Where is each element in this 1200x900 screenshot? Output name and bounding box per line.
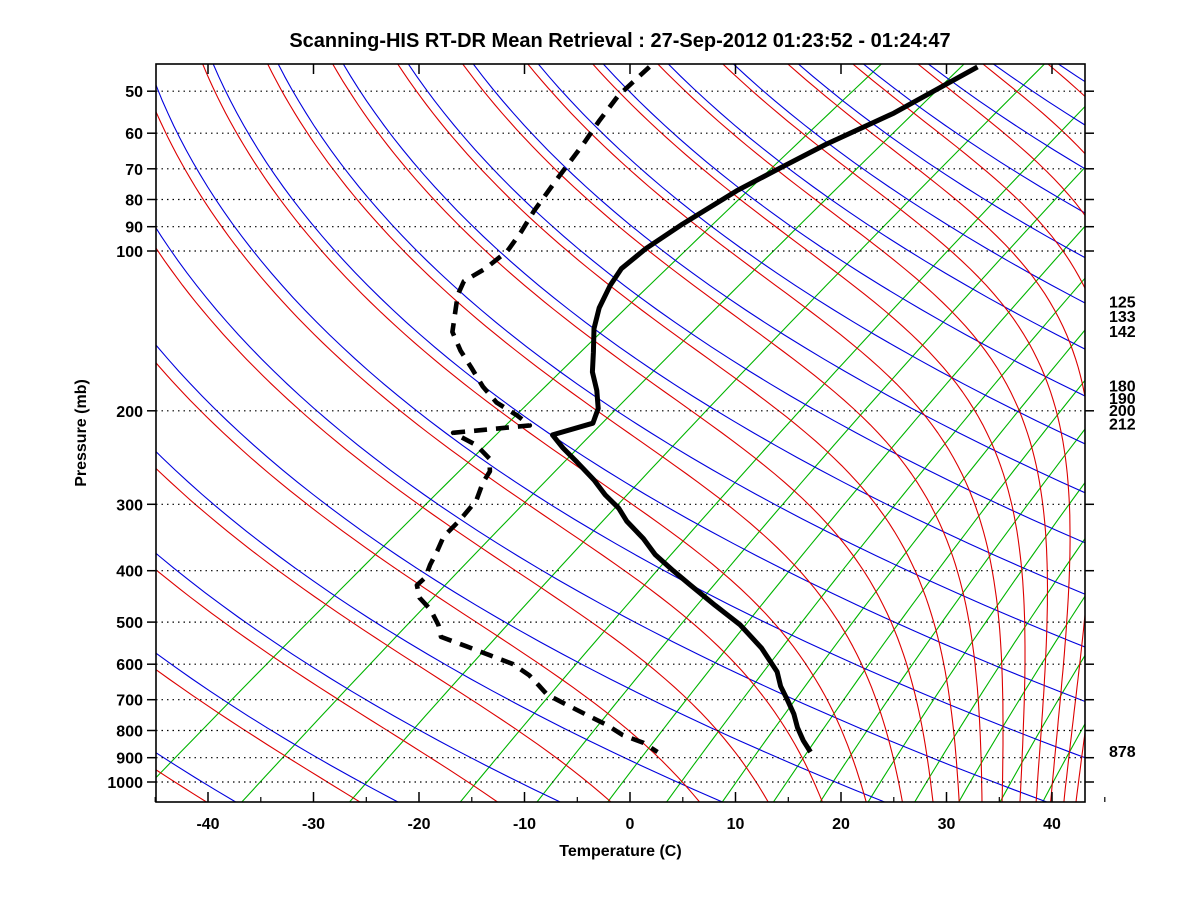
mixing-ratio-line (607, 225, 1085, 802)
dewpoint-profile-line (414, 65, 659, 754)
right-pressure-annotation: 133 (1109, 309, 1136, 326)
moist-adiabat-line (156, 769, 207, 802)
dry-adiabat-line (537, 64, 1085, 445)
pressure-tick-label: 50 (125, 84, 143, 101)
moist-adiabat-line (156, 668, 361, 802)
mixing-ratio-line (459, 105, 1085, 802)
moist-adiabat-line (787, 64, 1085, 802)
y-axis-label: Pressure (mb) (73, 379, 90, 487)
pressure-tick-label: 500 (116, 615, 143, 632)
dry-adiabat-line (407, 64, 1085, 544)
pressure-tick-label: 100 (116, 244, 143, 261)
moist-adiabat-line (156, 467, 612, 802)
moist-adiabat-line (202, 64, 867, 802)
pressure-tick-label: 700 (116, 693, 143, 710)
moist-adiabat-line (156, 247, 769, 802)
pressure-tick-label: 90 (125, 220, 143, 237)
moist-adiabat-line (156, 569, 498, 802)
dry-adiabat-line (156, 652, 399, 802)
dry-adiabat-line (156, 552, 561, 802)
dry-adiabat-line (212, 64, 1085, 703)
moist-adiabat-line (657, 64, 1049, 802)
moist-adiabat-line (156, 362, 701, 802)
pressure-tick-label: 600 (116, 657, 143, 674)
temp-tick-label: -40 (196, 816, 219, 833)
mixing-ratio-line (156, 64, 882, 779)
mixing-ratio-line (666, 277, 1085, 802)
right-pressure-annotation: 180 (1109, 379, 1136, 396)
pressure-tick-label: 400 (116, 564, 143, 581)
temp-tick-label: 10 (727, 816, 745, 833)
dry-adiabat-line (863, 64, 1085, 214)
mixing-ratio-line (349, 64, 1045, 802)
moist-adiabat-line (527, 64, 1004, 802)
temp-tick-label: -20 (407, 816, 430, 833)
moist-adiabat-line (722, 64, 1071, 802)
axis-box (155, 63, 1086, 803)
pressure-tick-label: 800 (116, 724, 143, 741)
temp-tick-label: -30 (302, 816, 325, 833)
dry-adiabat-line (602, 64, 1085, 397)
mixing-ratio-line (819, 428, 1085, 802)
dry-adiabat-line (156, 83, 1085, 759)
mixing-ratio-line (721, 329, 1085, 802)
dry-adiabat-line (156, 344, 885, 802)
pressure-tick-label: 900 (116, 751, 143, 768)
moist-adiabat-line (267, 64, 903, 802)
pressure-tick-label: 60 (125, 126, 143, 143)
pressure-tick-label: 200 (116, 404, 143, 421)
moist-adiabat-line (852, 64, 1085, 802)
temp-tick-label: 20 (832, 816, 850, 833)
chart-title: Scanning-HIS RT-DR Mean Retrieval : 27-S… (289, 30, 951, 52)
mixing-ratio-line (914, 537, 1085, 802)
dry-adiabat-line (733, 64, 1085, 304)
moist-adiabat-line (917, 64, 1085, 217)
x-axis-label: Temperature (C) (559, 843, 682, 860)
mixing-ratio-line (241, 64, 965, 802)
pressure-tick-label: 1000 (107, 775, 143, 792)
temp-tick-label: 40 (1043, 816, 1061, 833)
dry-adiabat-line (667, 64, 1085, 350)
dry-adiabat-line (472, 64, 1085, 494)
moist-adiabat-line (156, 110, 823, 802)
mixing-ratio-line (536, 166, 1085, 802)
temp-tick-label: 30 (938, 816, 956, 833)
mixing-ratio-line (958, 595, 1085, 802)
pressure-tick-label: 70 (125, 162, 143, 179)
moist-adiabat-line (592, 64, 1026, 802)
pressure-tick-label: 300 (116, 497, 143, 514)
right-pressure-annotation: 125 (1109, 294, 1136, 311)
pressure-tick-label: 80 (125, 193, 143, 210)
right-pressure-annotation: 190 (1109, 391, 1136, 408)
right-pressure-annotation: 878 (1109, 744, 1136, 761)
dry-adiabat-line (798, 64, 1085, 259)
right-pressure-annotation: 212 (1109, 416, 1136, 433)
temp-tick-label: -10 (513, 816, 536, 833)
temperature-profile-line (550, 64, 979, 754)
dry-adiabat-line (342, 64, 1085, 595)
moist-adiabat-line (462, 64, 983, 802)
moist-adiabat-line (332, 64, 934, 802)
dry-adiabat-line (277, 64, 1085, 648)
mixing-ratio-line (867, 481, 1085, 802)
mixing-ratio-line (772, 379, 1085, 802)
right-pressure-annotation: 142 (1109, 324, 1136, 341)
mixing-ratio-line (999, 654, 1085, 802)
dry-adiabat-line (928, 64, 1085, 170)
temp-tick-label: 0 (626, 816, 635, 833)
moist-adiabat-line (397, 64, 960, 802)
dry-adiabat-line (156, 450, 723, 802)
right-pressure-annotation: 200 (1109, 403, 1136, 420)
